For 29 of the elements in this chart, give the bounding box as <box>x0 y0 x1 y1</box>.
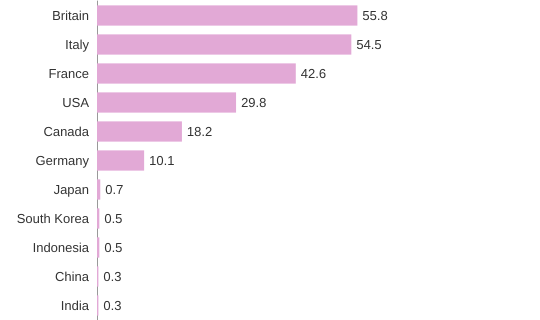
data-label: 10.1 <box>149 153 174 168</box>
bar <box>97 150 144 171</box>
y-tick-label: South Korea <box>16 211 90 226</box>
y-tick-label: China <box>55 269 90 284</box>
bar <box>97 121 182 142</box>
data-label: 55.8 <box>362 8 388 23</box>
y-tick-label: USA <box>62 95 90 110</box>
data-label: 42.6 <box>300 66 326 81</box>
bar <box>97 5 358 26</box>
data-label: 0.3 <box>103 269 122 284</box>
data-label: 29.8 <box>241 95 266 110</box>
bar <box>97 92 236 113</box>
y-tick-label: Germany <box>36 153 90 168</box>
y-tick-label: Britain <box>52 8 89 23</box>
y-tick-label: Japan <box>54 182 89 197</box>
bar <box>97 34 352 55</box>
data-label: 0.5 <box>104 211 122 226</box>
data-label: 54.5 <box>356 37 382 52</box>
y-tick-label: Indonesia <box>32 240 90 255</box>
y-tick-label: India <box>60 298 90 313</box>
y-tick-label: Italy <box>65 37 90 52</box>
bar <box>97 63 296 84</box>
data-label: 0.3 <box>103 298 122 313</box>
y-tick-label: France <box>48 66 89 81</box>
data-label: 0.5 <box>104 240 122 255</box>
y-tick-label: Canada <box>43 124 90 139</box>
data-label: 0.7 <box>105 182 124 197</box>
bar <box>97 179 100 200</box>
data-label: 18.2 <box>186 124 212 139</box>
